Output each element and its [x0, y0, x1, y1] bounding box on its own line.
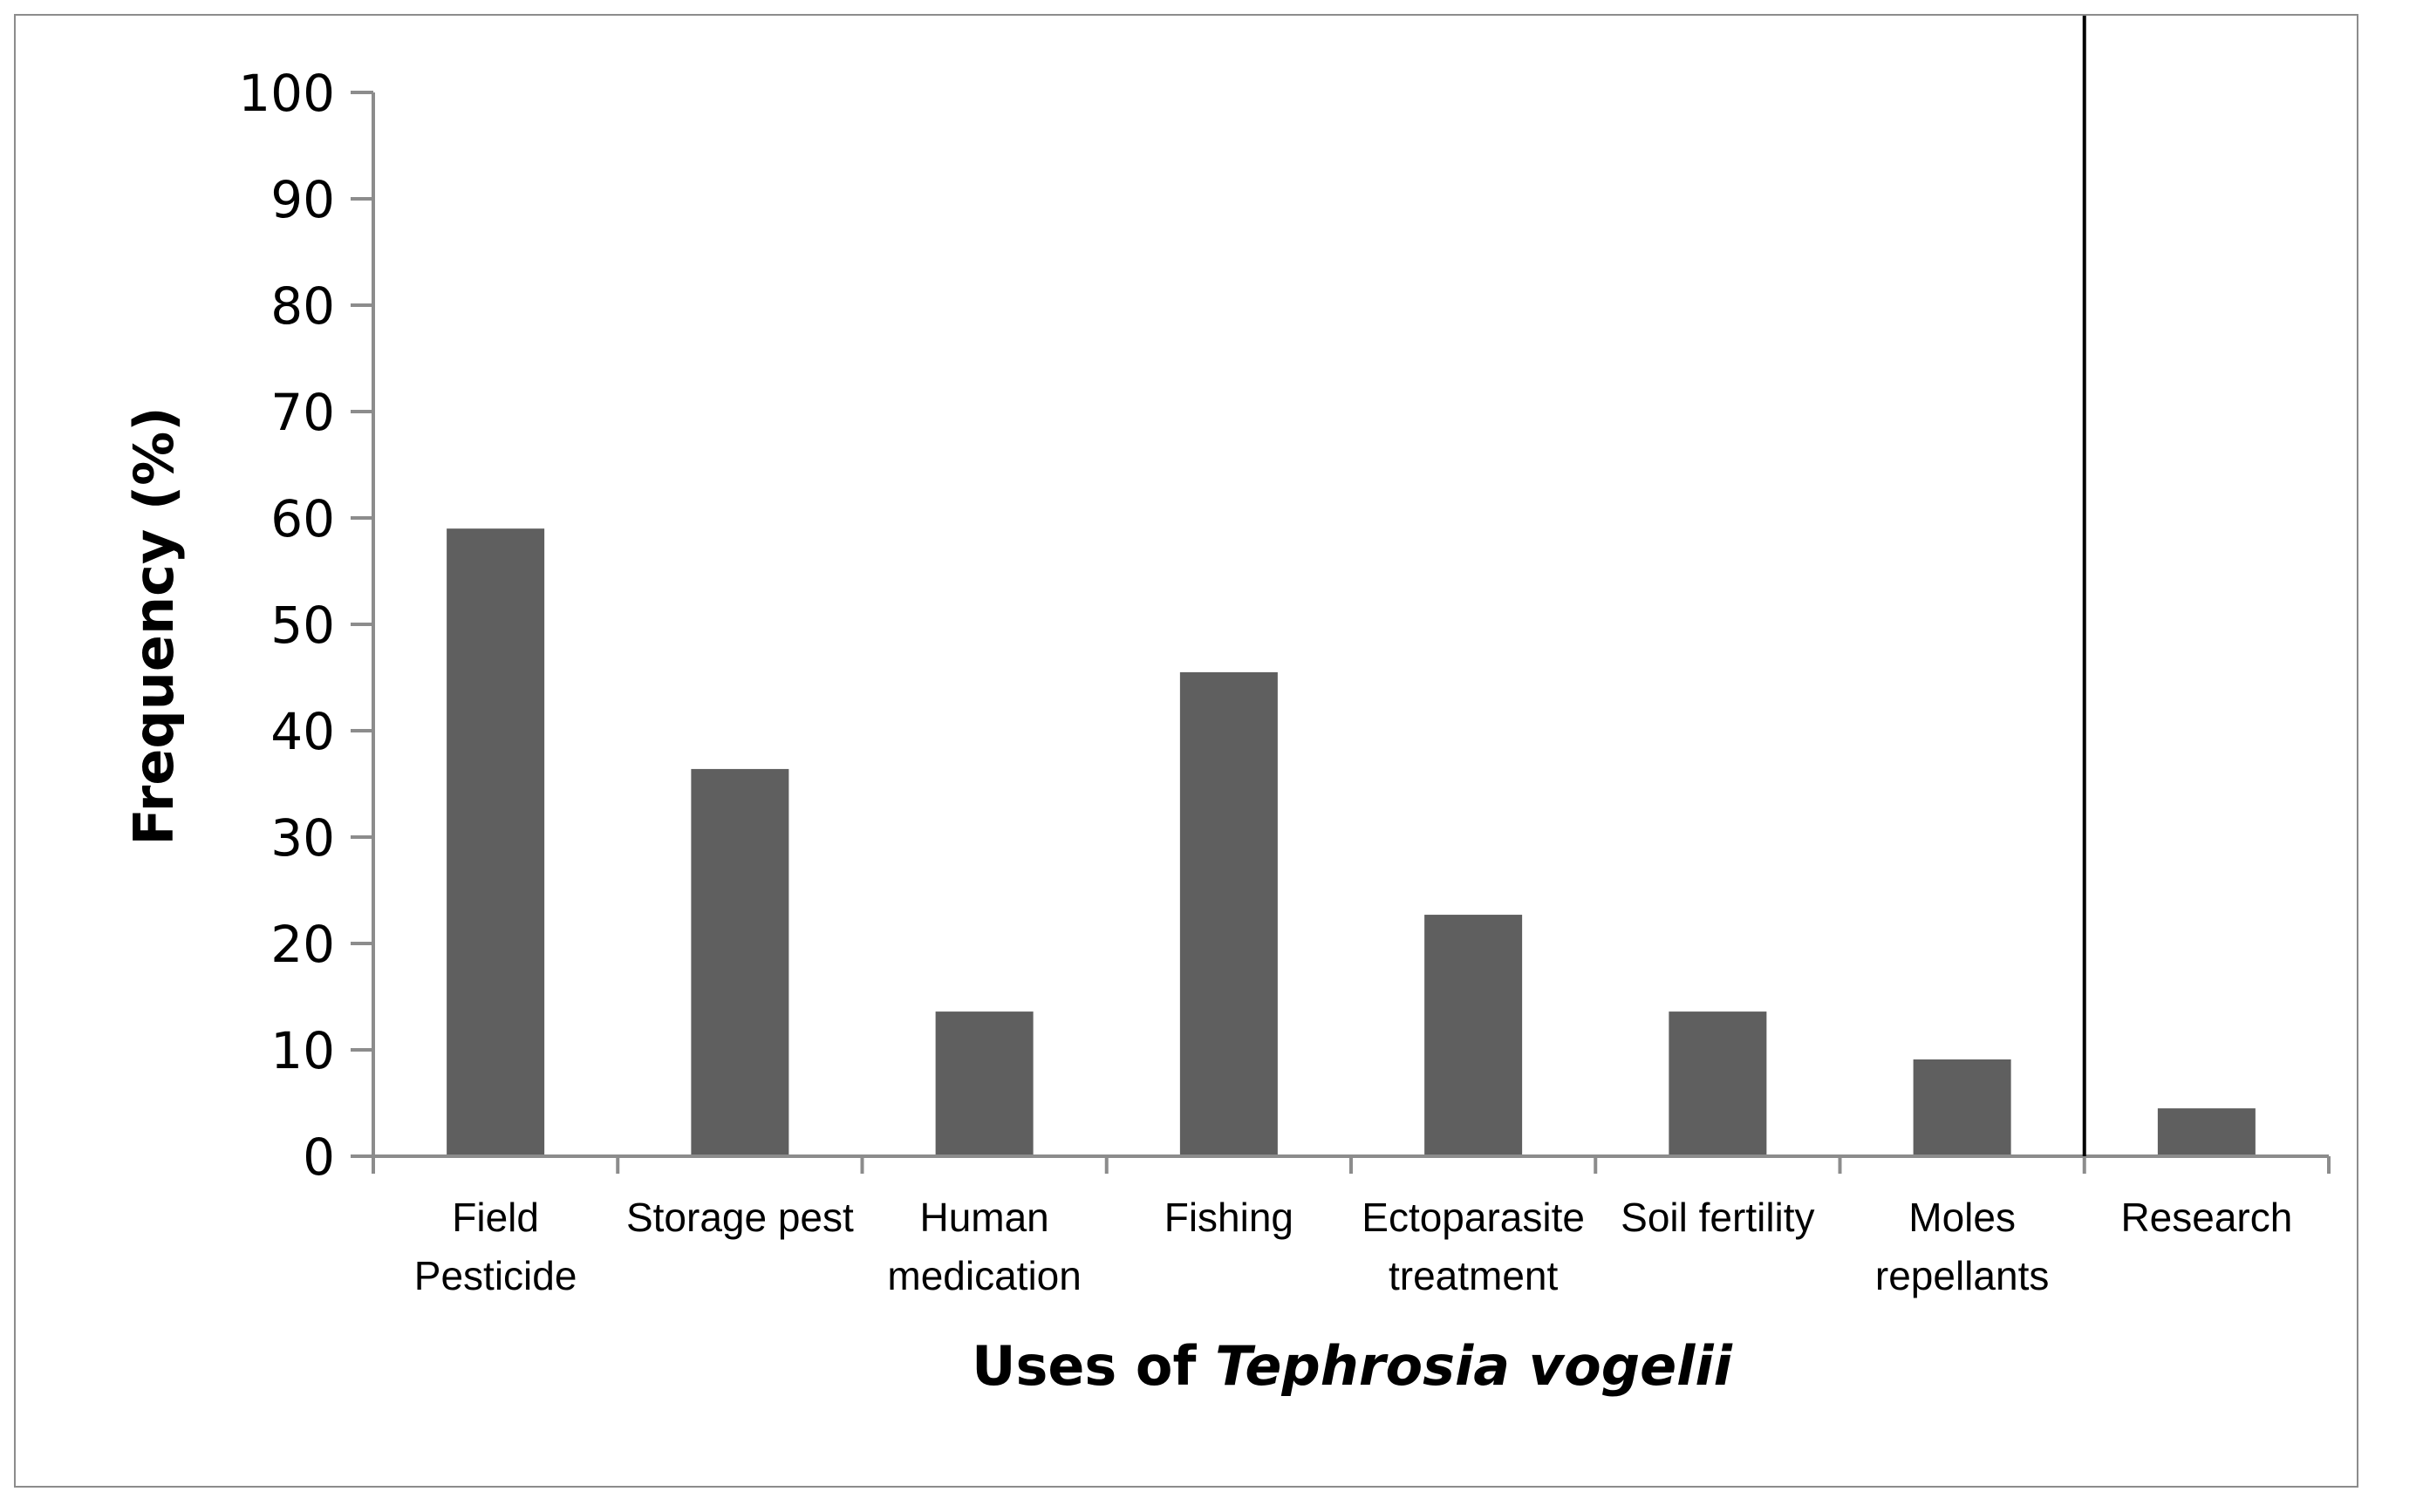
bar-2	[935, 1011, 1034, 1156]
x-category-label-1-0: Storage pest	[626, 1195, 854, 1240]
y-tick-label-40: 40	[270, 702, 335, 761]
x-axis-title-prefix: Uses of	[972, 1334, 1215, 1398]
y-tick-label-20: 20	[270, 915, 335, 974]
y-tick-label-90: 90	[270, 170, 335, 229]
x-category-label-4-1: treatment	[1389, 1253, 1559, 1298]
x-category-label-0-0: Field	[452, 1195, 539, 1240]
bar-7	[2157, 1108, 2256, 1156]
labels-layer: 0 10 20 30 40 50 60 70 80 90 100 Field Pesticide Stor…	[238, 64, 2292, 1298]
y-tick-label-30: 30	[270, 808, 335, 868]
bar-5	[1669, 1011, 1767, 1156]
bars-layer	[447, 528, 2256, 1156]
y-axis-title: Frequency (%)	[122, 406, 186, 845]
x-category-label-2-1: medication	[887, 1253, 1081, 1298]
bar-1	[691, 768, 789, 1156]
y-tick-label-80: 80	[270, 276, 335, 336]
x-category-label-3-0: Fishing	[1164, 1195, 1293, 1240]
x-axis-title-species: Tephrosia vogelii	[1215, 1334, 1733, 1398]
y-tick-label-60: 60	[270, 489, 335, 548]
y-tick-label-50: 50	[270, 596, 335, 655]
x-category-label-5-0: Soil fertility	[1621, 1195, 1814, 1240]
bar-0	[447, 528, 545, 1156]
y-tick-label-10: 10	[270, 1021, 335, 1080]
bar-6	[1913, 1059, 2011, 1156]
y-tick-label-0: 0	[303, 1127, 335, 1187]
x-category-label-0-1: Pesticide	[414, 1253, 577, 1298]
x-category-label-7-0: Research	[2120, 1195, 2292, 1240]
y-tick-label-70: 70	[270, 383, 335, 442]
x-category-label-4-0: Ectoparasite	[1362, 1195, 1585, 1240]
y-tick-label-100: 100	[238, 64, 335, 123]
x-category-label-2-0: Human	[919, 1195, 1048, 1240]
chart-frame	[14, 14, 2358, 1488]
bar-4	[1424, 915, 1523, 1156]
x-axis-title: Uses of Tephrosia vogelii	[972, 1334, 1733, 1398]
axes-layer	[351, 16, 2331, 1174]
bar-3	[1179, 671, 1278, 1156]
x-category-label-6-0: Moles	[1908, 1195, 2016, 1240]
x-category-label-6-1: repellants	[1875, 1253, 2049, 1298]
